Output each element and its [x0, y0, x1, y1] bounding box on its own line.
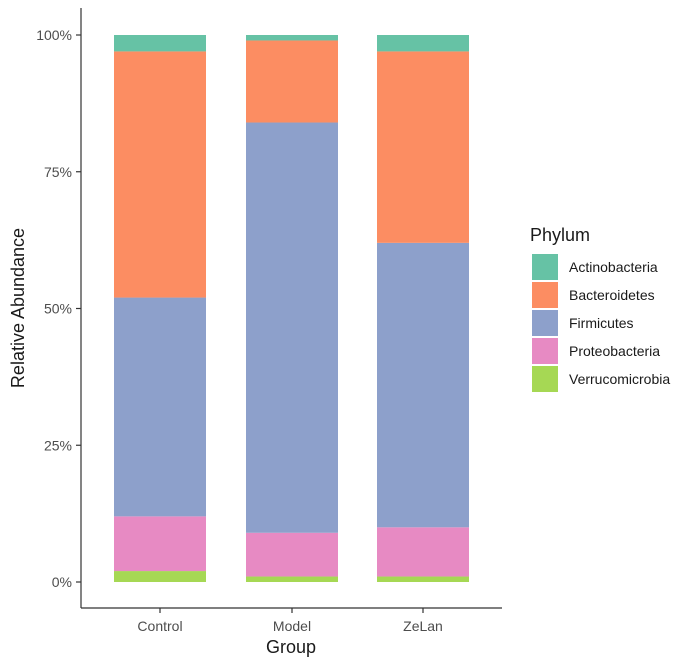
y-ticks-group: 0% 25% 50% 75% 100%: [36, 27, 81, 590]
bar-segment-model-actinobacteria: [246, 35, 338, 41]
legend-key-proteobacteria: [532, 338, 558, 364]
legend-label-firmicutes: Firmicutes: [569, 315, 634, 331]
y-axis-title: Relative Abundance: [8, 228, 28, 388]
bars-group: [114, 35, 469, 582]
bar-segment-zelan-bacteroidetes: [377, 51, 469, 243]
legend-label-verrucomicrobia: Verrucomicrobia: [569, 371, 670, 387]
bar-segment-zelan-actinobacteria: [377, 35, 469, 52]
y-tick-label: 100%: [36, 27, 72, 43]
bar-segment-model-proteobacteria: [246, 532, 338, 577]
legend-key-verrucomicrobia: [532, 366, 558, 392]
bar-segment-model-verrucomicrobia: [246, 576, 338, 582]
bar-segment-control-bacteroidetes: [114, 51, 206, 298]
bar-segment-model-firmicutes: [246, 122, 338, 533]
x-axis-title: Group: [266, 637, 316, 657]
x-tick-label: ZeLan: [403, 618, 443, 634]
bar-segment-zelan-proteobacteria: [377, 527, 469, 577]
y-tick-label: 25%: [44, 437, 72, 453]
legend-key-firmicutes: [532, 310, 558, 336]
bar-segment-model-bacteroidetes: [246, 40, 338, 123]
x-ticks-group: Control Model ZeLan: [137, 608, 443, 634]
y-tick-label: 0%: [52, 574, 72, 590]
legend-title: Phylum: [530, 225, 590, 245]
bar-segment-zelan-firmicutes: [377, 242, 469, 528]
legend: Phylum Actinobacteria Bacteroidetes Firmic…: [530, 225, 670, 392]
legend-key-actinobacteria: [532, 254, 558, 280]
legend-label-actinobacteria: Actinobacteria: [569, 259, 658, 275]
y-tick-label: 50%: [44, 301, 72, 317]
legend-label-bacteroidetes: Bacteroidetes: [569, 287, 655, 303]
bar-segment-control-proteobacteria: [114, 516, 206, 572]
bar-segment-control-firmicutes: [114, 297, 206, 517]
bar-segment-zelan-verrucomicrobia: [377, 576, 469, 582]
legend-key-bacteroidetes: [532, 282, 558, 308]
x-tick-label: Control: [137, 618, 182, 634]
y-tick-label: 75%: [44, 164, 72, 180]
x-tick-label: Model: [273, 618, 311, 634]
bar-segment-control-actinobacteria: [114, 35, 206, 52]
legend-label-proteobacteria: Proteobacteria: [569, 343, 660, 359]
bar-segment-control-verrucomicrobia: [114, 571, 206, 582]
